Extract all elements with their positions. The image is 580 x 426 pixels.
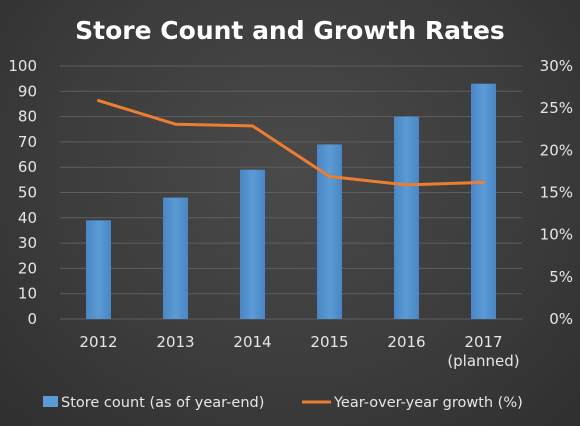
line-series [97,99,485,187]
chart-title: Store Count and Growth Rates [75,16,505,45]
right-tick-label: 5% [549,268,573,286]
x-tick-label: (planned) [447,352,519,370]
growth-line [97,99,485,187]
left-tick-label: 50 [18,184,37,202]
legend-bar-label: Store count (as of year-end) [61,395,264,411]
left-tick-label: 40 [18,209,37,227]
legend-line-label: Year-over-year growth (%) [333,395,523,411]
left-tick-label: 100 [8,57,37,75]
left-tick-label: 60 [18,158,37,176]
x-tick-label: 2017 [464,333,502,351]
bar-series [86,83,496,320]
x-tick-label: 2014 [233,333,271,351]
bar [394,116,419,319]
left-tick-label: 90 [18,82,37,100]
left-axis-ticks: 0 10 20 30 40 50 60 70 80 90 100 [8,57,37,328]
x-tick-label: 2016 [387,333,425,351]
x-tick-label: 2013 [156,333,194,351]
gridlines [60,65,522,320]
bar [317,144,342,319]
left-tick-label: 30 [18,234,37,252]
x-tick-label: 2015 [310,333,348,351]
left-tick-label: 10 [18,285,37,303]
x-axis-labels: 2012 2013 2014 2015 2016 2017(planned) [79,333,519,370]
x-tick-label: 2012 [79,333,117,351]
left-tick-label: 70 [18,133,37,151]
bar [471,83,496,320]
legend-bar-swatch [43,396,58,407]
right-tick-label: 0% [549,310,573,328]
bar [240,169,265,319]
right-axis-ticks: 0% 5% 10% 15% 20% 25% 30% [540,57,573,328]
legend: Store count (as of year-end) Year-over-ye… [43,395,523,411]
left-tick-label: 20 [18,259,37,277]
bar [163,197,188,319]
right-tick-label: 10% [540,226,573,244]
left-tick-label: 0 [27,310,37,328]
right-tick-label: 30% [540,57,573,75]
right-tick-label: 20% [540,141,573,159]
right-tick-label: 25% [540,99,573,117]
left-tick-label: 80 [18,108,37,126]
right-tick-label: 15% [540,184,573,202]
bar [86,220,111,319]
